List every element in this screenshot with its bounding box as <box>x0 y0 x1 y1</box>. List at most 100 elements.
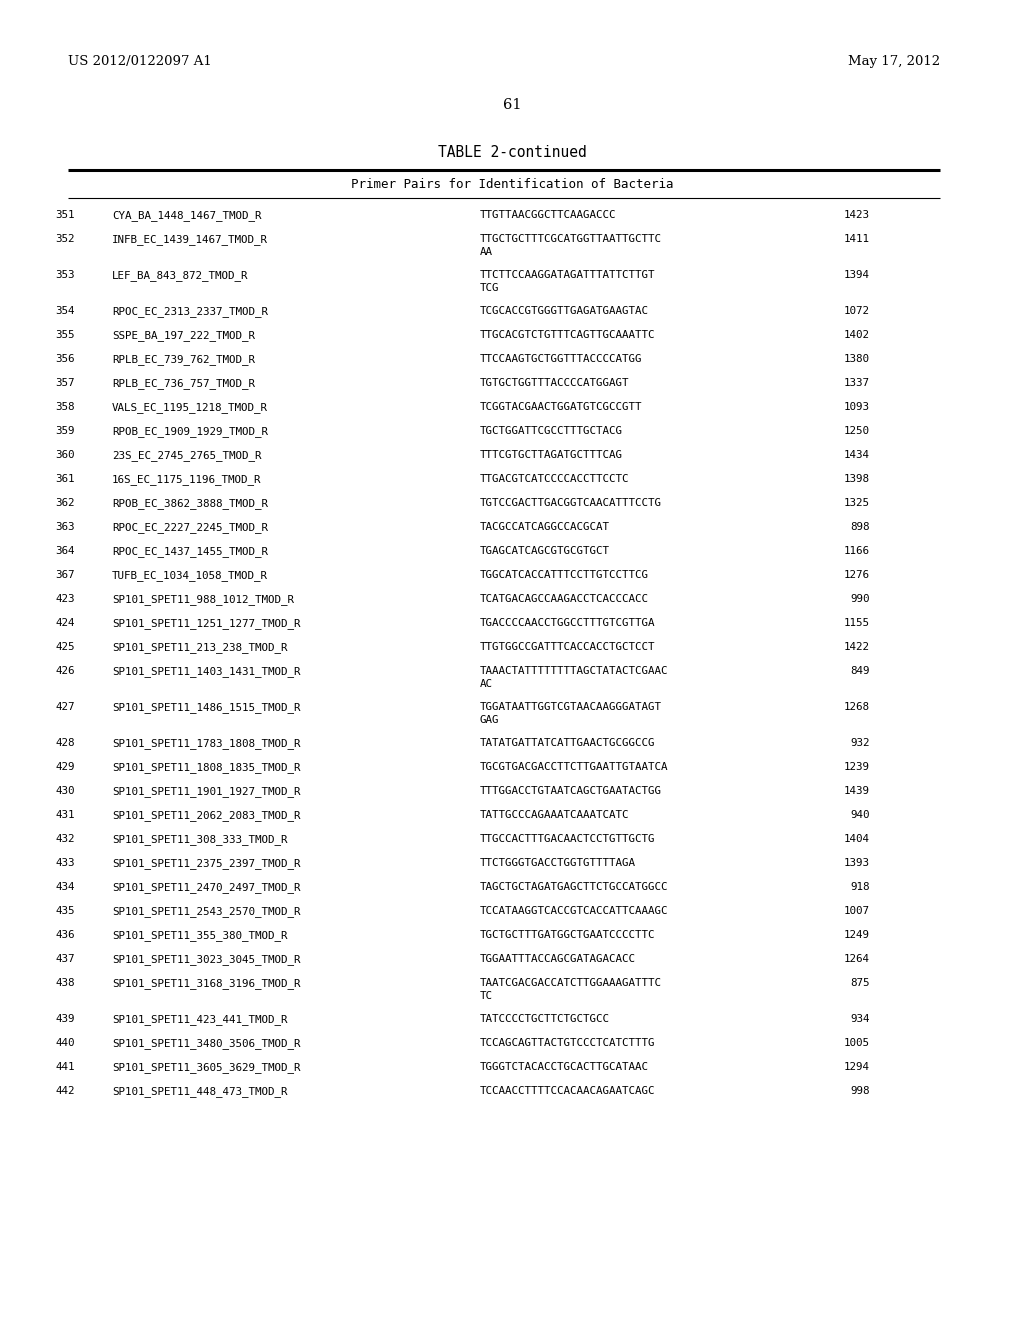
Text: TC: TC <box>480 991 493 1001</box>
Text: RPOB_EC_3862_3888_TMOD_R: RPOB_EC_3862_3888_TMOD_R <box>112 498 268 510</box>
Text: CYA_BA_1448_1467_TMOD_R: CYA_BA_1448_1467_TMOD_R <box>112 210 261 220</box>
Text: 1268: 1268 <box>844 702 870 711</box>
Text: TACGCCATCAGGCCACGCAT: TACGCCATCAGGCCACGCAT <box>480 521 610 532</box>
Text: SP101_SPET11_423_441_TMOD_R: SP101_SPET11_423_441_TMOD_R <box>112 1014 288 1024</box>
Text: TCGCACCGTGGGTTGAGATGAAGTAC: TCGCACCGTGGGTTGAGATGAAGTAC <box>480 306 649 315</box>
Text: 427: 427 <box>55 702 75 711</box>
Text: TGACCCCAACCTGGCCTTTGTCGTTGA: TGACCCCAACCTGGCCTTTGTCGTTGA <box>480 618 655 628</box>
Text: 61: 61 <box>503 98 521 112</box>
Text: 1264: 1264 <box>844 954 870 964</box>
Text: RPOC_EC_2313_2337_TMOD_R: RPOC_EC_2313_2337_TMOD_R <box>112 306 268 317</box>
Text: 441: 441 <box>55 1063 75 1072</box>
Text: 434: 434 <box>55 882 75 892</box>
Text: 23S_EC_2745_2765_TMOD_R: 23S_EC_2745_2765_TMOD_R <box>112 450 261 461</box>
Text: 1166: 1166 <box>844 546 870 556</box>
Text: US 2012/0122097 A1: US 2012/0122097 A1 <box>68 55 212 69</box>
Text: 425: 425 <box>55 642 75 652</box>
Text: 352: 352 <box>55 234 75 244</box>
Text: 355: 355 <box>55 330 75 341</box>
Text: TTTCGTGCTTAGATGCTTTCAG: TTTCGTGCTTAGATGCTTTCAG <box>480 450 623 459</box>
Text: 1380: 1380 <box>844 354 870 364</box>
Text: TATATGATTATCATTGAACTGCGGCCG: TATATGATTATCATTGAACTGCGGCCG <box>480 738 655 748</box>
Text: 357: 357 <box>55 378 75 388</box>
Text: SSPE_BA_197_222_TMOD_R: SSPE_BA_197_222_TMOD_R <box>112 330 255 341</box>
Text: 440: 440 <box>55 1038 75 1048</box>
Text: TGTGCTGGTTTACCCCATGGAGT: TGTGCTGGTTTACCCCATGGAGT <box>480 378 630 388</box>
Text: TGTCCGACTTGACGGTCAACATTTCCTG: TGTCCGACTTGACGGTCAACATTTCCTG <box>480 498 662 508</box>
Text: SP101_SPET11_355_380_TMOD_R: SP101_SPET11_355_380_TMOD_R <box>112 931 288 941</box>
Text: 362: 362 <box>55 498 75 508</box>
Text: RPOC_EC_2227_2245_TMOD_R: RPOC_EC_2227_2245_TMOD_R <box>112 521 268 533</box>
Text: 1249: 1249 <box>844 931 870 940</box>
Text: 435: 435 <box>55 906 75 916</box>
Text: 1155: 1155 <box>844 618 870 628</box>
Text: GAG: GAG <box>480 715 500 725</box>
Text: 990: 990 <box>851 594 870 605</box>
Text: TGCGTGACGACCTTCTTGAATTGTAATCA: TGCGTGACGACCTTCTTGAATTGTAATCA <box>480 762 669 772</box>
Text: TGCTGGATTCGCCTTTGCTACG: TGCTGGATTCGCCTTTGCTACG <box>480 426 623 436</box>
Text: 16S_EC_1175_1196_TMOD_R: 16S_EC_1175_1196_TMOD_R <box>112 474 261 484</box>
Text: 1005: 1005 <box>844 1038 870 1048</box>
Text: 1007: 1007 <box>844 906 870 916</box>
Text: 431: 431 <box>55 810 75 820</box>
Text: SP101_SPET11_1251_1277_TMOD_R: SP101_SPET11_1251_1277_TMOD_R <box>112 618 300 628</box>
Text: 1072: 1072 <box>844 306 870 315</box>
Text: AC: AC <box>480 678 493 689</box>
Text: 353: 353 <box>55 271 75 280</box>
Text: 1439: 1439 <box>844 785 870 796</box>
Text: TAAACTATTTTTTTTAGCTATACTCGAAC: TAAACTATTTTTTTTAGCTATACTCGAAC <box>480 667 669 676</box>
Text: TGGAATTTACCAGCGATAGACACC: TGGAATTTACCAGCGATAGACACC <box>480 954 636 964</box>
Text: 424: 424 <box>55 618 75 628</box>
Text: 1402: 1402 <box>844 330 870 341</box>
Text: TAATCGACGACCATCTTGGAAAGATTTC: TAATCGACGACCATCTTGGAAAGATTTC <box>480 978 662 987</box>
Text: RPOB_EC_1909_1929_TMOD_R: RPOB_EC_1909_1929_TMOD_R <box>112 426 268 437</box>
Text: 363: 363 <box>55 521 75 532</box>
Text: SP101_SPET11_2543_2570_TMOD_R: SP101_SPET11_2543_2570_TMOD_R <box>112 906 300 917</box>
Text: 356: 356 <box>55 354 75 364</box>
Text: 433: 433 <box>55 858 75 869</box>
Text: 361: 361 <box>55 474 75 484</box>
Text: 439: 439 <box>55 1014 75 1024</box>
Text: 1404: 1404 <box>844 834 870 843</box>
Text: 1411: 1411 <box>844 234 870 244</box>
Text: 998: 998 <box>851 1086 870 1096</box>
Text: TCATGACAGCCAAGACCTCACCCACC: TCATGACAGCCAAGACCTCACCCACC <box>480 594 649 605</box>
Text: 1398: 1398 <box>844 474 870 484</box>
Text: 1423: 1423 <box>844 210 870 220</box>
Text: 932: 932 <box>851 738 870 748</box>
Text: TATTGCCCAGAAATCAAATCATC: TATTGCCCAGAAATCAAATCATC <box>480 810 630 820</box>
Text: TCCAACCTTTTCCACAACAGAATCAGC: TCCAACCTTTTCCACAACAGAATCAGC <box>480 1086 655 1096</box>
Text: 364: 364 <box>55 546 75 556</box>
Text: AA: AA <box>480 247 493 257</box>
Text: RPLB_EC_736_757_TMOD_R: RPLB_EC_736_757_TMOD_R <box>112 378 255 389</box>
Text: SP101_SPET11_3168_3196_TMOD_R: SP101_SPET11_3168_3196_TMOD_R <box>112 978 300 989</box>
Text: 438: 438 <box>55 978 75 987</box>
Text: RPOC_EC_1437_1455_TMOD_R: RPOC_EC_1437_1455_TMOD_R <box>112 546 268 557</box>
Text: TTCTGGGTGACCTGGTGTTTTAGA: TTCTGGGTGACCTGGTGTTTTAGA <box>480 858 636 869</box>
Text: TAGCTGCTAGATGAGCTTCTGCCATGGCC: TAGCTGCTAGATGAGCTTCTGCCATGGCC <box>480 882 669 892</box>
Text: RPLB_EC_739_762_TMOD_R: RPLB_EC_739_762_TMOD_R <box>112 354 255 364</box>
Text: SP101_SPET11_1486_1515_TMOD_R: SP101_SPET11_1486_1515_TMOD_R <box>112 702 300 713</box>
Text: TCG: TCG <box>480 282 500 293</box>
Text: 354: 354 <box>55 306 75 315</box>
Text: TGCTGCTTTGATGGCTGAATCCCCTTC: TGCTGCTTTGATGGCTGAATCCCCTTC <box>480 931 655 940</box>
Text: 360: 360 <box>55 450 75 459</box>
Text: TTGACGTCATCCCCACCTTCCTC: TTGACGTCATCCCCACCTTCCTC <box>480 474 630 484</box>
Text: SP101_SPET11_3480_3506_TMOD_R: SP101_SPET11_3480_3506_TMOD_R <box>112 1038 300 1049</box>
Text: 1422: 1422 <box>844 642 870 652</box>
Text: 1250: 1250 <box>844 426 870 436</box>
Text: TTGCTGCTTTCGCATGGTTAATTGCTTC: TTGCTGCTTTCGCATGGTTAATTGCTTC <box>480 234 662 244</box>
Text: 358: 358 <box>55 403 75 412</box>
Text: 1276: 1276 <box>844 570 870 579</box>
Text: 849: 849 <box>851 667 870 676</box>
Text: TTGTTAACGGCTTCAAGACCC: TTGTTAACGGCTTCAAGACCC <box>480 210 616 220</box>
Text: 432: 432 <box>55 834 75 843</box>
Text: 1337: 1337 <box>844 378 870 388</box>
Text: Primer Pairs for Identification of Bacteria: Primer Pairs for Identification of Bacte… <box>351 178 673 191</box>
Text: TGAGCATCAGCGTGCGTGCT: TGAGCATCAGCGTGCGTGCT <box>480 546 610 556</box>
Text: SP101_SPET11_3605_3629_TMOD_R: SP101_SPET11_3605_3629_TMOD_R <box>112 1063 300 1073</box>
Text: May 17, 2012: May 17, 2012 <box>848 55 940 69</box>
Text: 429: 429 <box>55 762 75 772</box>
Text: 940: 940 <box>851 810 870 820</box>
Text: SP101_SPET11_213_238_TMOD_R: SP101_SPET11_213_238_TMOD_R <box>112 642 288 653</box>
